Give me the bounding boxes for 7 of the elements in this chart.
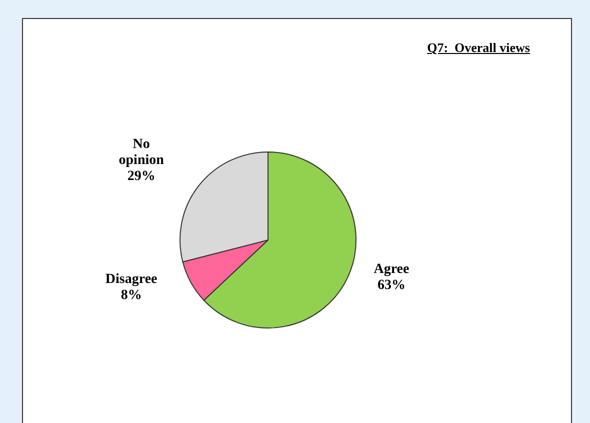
slice-label: Agree — [374, 262, 410, 278]
text: Q7: Overall views — [427, 40, 530, 56]
data-label: 8% — [120, 288, 142, 303]
data-label: 63% — [377, 278, 406, 294]
slice-label: No opinion — [118, 136, 164, 168]
slice-label: Disagree — [105, 272, 158, 287]
data-label: 29% — [127, 168, 156, 184]
